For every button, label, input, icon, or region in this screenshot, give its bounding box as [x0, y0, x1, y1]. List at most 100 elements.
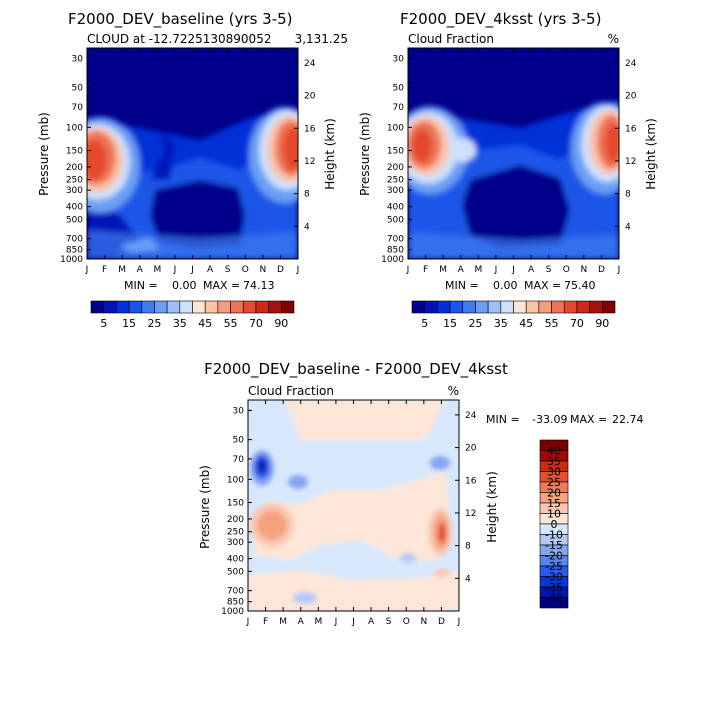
y-tick-label-right: 24: [625, 59, 637, 69]
colorbar-swatch: [539, 597, 569, 609]
colorbar-label: 45: [198, 317, 212, 330]
max-label: MAX =: [524, 279, 561, 292]
colorbar-swatch: [487, 300, 502, 314]
x-tick-label: D: [438, 617, 445, 627]
colorbar-label: 5: [100, 317, 107, 330]
x-tick-label: O: [563, 265, 570, 275]
colorbar-swatch: [281, 300, 295, 314]
y-tick-label: 70: [72, 103, 84, 113]
min-value: 0.00: [172, 279, 197, 292]
y-tick-label: 1000: [60, 255, 83, 265]
contour-field: [248, 400, 459, 611]
colorbar-label: 25: [468, 317, 482, 330]
x-tick-label: A: [528, 265, 535, 275]
y-tick-label: 30: [233, 406, 245, 416]
colorbar-swatch: [141, 300, 155, 314]
colorbar-swatch: [90, 300, 104, 314]
x-tick-label: J: [351, 617, 355, 627]
panel-subtitle-right: 3,131.25: [295, 32, 348, 46]
x-tick-label: N: [259, 265, 266, 275]
y-tick-label-right: 24: [465, 411, 477, 421]
panel-subtitle-right: %: [608, 32, 619, 46]
y-tick-label-right: 8: [304, 190, 310, 200]
y-axis-label: Pressure (mb): [358, 112, 372, 196]
colorbar-swatch: [204, 300, 219, 314]
colorbar-label: 35: [494, 317, 508, 330]
min-label: MIN =: [124, 279, 158, 292]
y-axis-label-right: Height (km): [644, 118, 658, 189]
colorbar-label: 90: [274, 317, 288, 330]
colorbar-swatch: [500, 300, 514, 314]
y-tick-label-right: 16: [465, 476, 477, 486]
colorbar-swatch: [576, 300, 590, 314]
y-tick-label: 250: [66, 176, 83, 186]
y-tick-label-right: 12: [304, 157, 315, 167]
x-tick-label: J: [406, 265, 410, 275]
colorbar-swatch: [462, 300, 476, 314]
x-tick-label: J: [173, 265, 177, 275]
colorbar-swatch: [475, 300, 489, 314]
y-tick-label: 1000: [221, 607, 244, 617]
y-tick-label: 150: [227, 498, 244, 508]
y-tick-label: 150: [66, 146, 83, 156]
y-tick-label: 850: [387, 246, 404, 256]
x-tick-label: J: [457, 617, 461, 627]
colorbar-swatch: [192, 300, 206, 314]
colorbar-swatch: [525, 300, 540, 314]
colorbar-label: -25: [545, 560, 563, 573]
y-tick-label: 850: [227, 598, 244, 608]
colorbar-label: 70: [249, 317, 263, 330]
y-tick-label: 850: [66, 246, 83, 256]
y-tick-label: 30: [72, 54, 84, 64]
max-value: 22.74: [612, 413, 644, 426]
x-tick-label: J: [511, 265, 515, 275]
panel-difference: F2000_DEV_baseline - F2000_DEV_4ksst Clo…: [198, 360, 644, 627]
panel-baseline: F2000_DEV_baseline (yrs 3-5) CLOUD at -1…: [37, 10, 348, 330]
x-tick-label: F: [263, 617, 268, 627]
colorbar-swatch: [154, 300, 168, 314]
x-tick-label: N: [580, 265, 587, 275]
x-tick-label: F: [102, 265, 107, 275]
y-tick-label: 1000: [381, 255, 404, 265]
colorbar-swatch: [116, 300, 130, 314]
y-tick-label-right: 12: [465, 509, 476, 519]
y-axis-label-right: Height (km): [485, 471, 499, 542]
y-tick-label: 700: [387, 235, 404, 245]
x-tick-label: M: [474, 265, 482, 275]
y-tick-label: 100: [227, 475, 244, 485]
y-tick-label: 500: [387, 215, 404, 225]
x-tick-label: A: [207, 265, 214, 275]
min-label: MIN =: [486, 413, 520, 426]
x-tick-label: S: [386, 617, 392, 627]
y-tick-label-right: 4: [465, 574, 471, 584]
y-tick-label: 70: [393, 103, 405, 113]
max-value: 75.40: [564, 279, 596, 292]
y-axis-label: Pressure (mb): [198, 465, 212, 549]
colorbar-label: 30: [547, 466, 561, 479]
colorbar-label: -10: [545, 529, 563, 542]
colorbar-swatch: [589, 300, 603, 314]
panel-title: F2000_DEV_baseline (yrs 3-5): [68, 10, 293, 29]
x-tick-label: J: [494, 265, 498, 275]
x-tick-label: A: [458, 265, 465, 275]
y-tick-label: 300: [227, 538, 244, 548]
y-tick-label-right: 4: [304, 222, 310, 232]
colorbar-swatch: [268, 300, 282, 314]
colorbar-swatch: [437, 300, 451, 314]
x-tick-label: N: [420, 617, 427, 627]
colorbar-swatch: [128, 300, 143, 314]
contour-field: [87, 48, 298, 259]
colorbar-swatch: [563, 300, 578, 314]
colorbar-swatch: [449, 300, 464, 314]
x-tick-label: M: [279, 617, 287, 627]
y-tick-label: 50: [393, 84, 405, 94]
panel-4ksst: F2000_DEV_4ksst (yrs 3-5) Cloud Fraction…: [358, 10, 658, 330]
colorbar-label: -20: [545, 550, 563, 563]
max-label: MAX =: [570, 413, 607, 426]
contour-field: [408, 48, 619, 259]
y-tick-label: 70: [233, 455, 245, 465]
colorbar-label: 15: [547, 497, 561, 510]
y-tick-label-right: 16: [625, 124, 637, 134]
